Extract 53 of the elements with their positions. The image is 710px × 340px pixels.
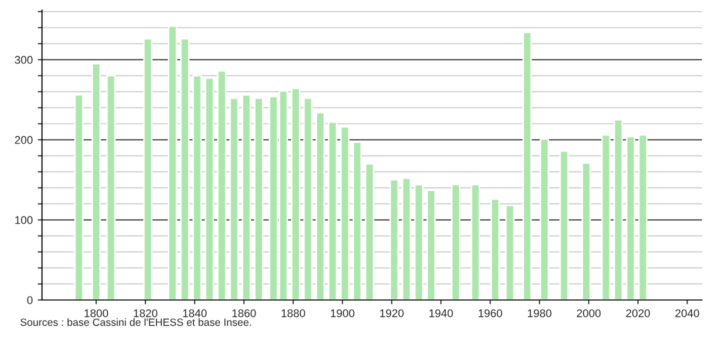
bar — [217, 70, 226, 300]
source-note: Sources : base Cassini de l'EHESS et base Insee. — [20, 318, 251, 326]
bar — [601, 134, 611, 300]
bar — [328, 121, 338, 300]
bar — [364, 163, 374, 300]
y-tick-label: 200 — [14, 136, 33, 144]
y-tick-label: 300 — [14, 56, 33, 64]
x-tick-label: 1800 — [84, 309, 108, 318]
bar — [559, 150, 569, 300]
bar — [414, 184, 424, 300]
bar — [505, 204, 515, 300]
x-tick-label: 2020 — [626, 309, 650, 318]
bar — [626, 136, 636, 300]
y-tick-label: 100 — [15, 216, 33, 224]
bar — [340, 126, 350, 300]
bar — [204, 77, 214, 300]
bar — [490, 198, 500, 300]
x-tick-label: 2040 — [675, 309, 700, 318]
bar — [582, 162, 591, 300]
bar — [470, 184, 480, 300]
x-tick-label: 1860 — [232, 309, 256, 318]
bar — [74, 94, 84, 300]
bar — [316, 112, 325, 300]
bar — [638, 134, 648, 300]
bar — [229, 97, 239, 300]
x-tick-label: 1900 — [330, 309, 354, 318]
y-tick-label: 0 — [27, 296, 33, 304]
bar — [426, 190, 436, 300]
bar — [143, 38, 153, 300]
bar — [402, 178, 412, 300]
bar — [540, 138, 550, 300]
x-tick-label: 1940 — [429, 309, 453, 318]
x-tick-label: 1880 — [282, 309, 306, 318]
bar — [291, 88, 300, 300]
x-tick-label: 1820 — [134, 309, 158, 318]
x-tick-label: 1840 — [183, 309, 207, 318]
bar — [242, 94, 252, 300]
bar — [168, 25, 178, 300]
bar — [192, 74, 202, 300]
bar — [352, 141, 362, 300]
bar — [180, 38, 190, 300]
bar — [522, 32, 532, 300]
x-tick-label: 1960 — [478, 309, 502, 318]
x-tick-label: 1980 — [528, 309, 552, 318]
bar — [390, 179, 399, 300]
bar — [106, 74, 116, 300]
bar — [254, 97, 264, 300]
bar — [92, 62, 101, 300]
bar — [303, 97, 313, 300]
x-tick-label: 1920 — [380, 309, 404, 318]
bar — [451, 184, 460, 300]
bar — [614, 119, 623, 300]
x-tick-label: 2000 — [576, 309, 601, 318]
